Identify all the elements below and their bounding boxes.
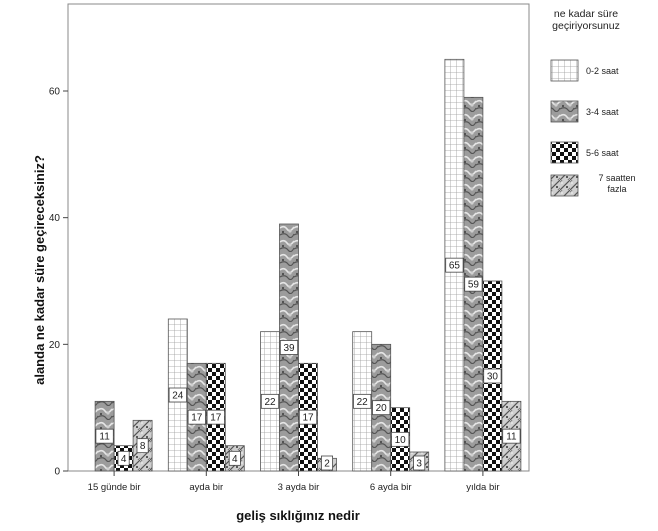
legend-label: 3-4 saat — [586, 107, 619, 117]
data-label-box — [279, 340, 299, 355]
legend-swatch-grid — [550, 59, 579, 82]
x-tick-label: 15 günde bir — [88, 482, 141, 493]
y-axis-title: alanda ne kadar süre geçireceksiniz? — [32, 155, 47, 385]
y-tick-label: 0 — [54, 467, 60, 478]
x-tick-label: 3 ayda bir — [278, 482, 320, 493]
data-label-box — [502, 428, 521, 444]
data-label: 2 — [324, 459, 330, 470]
data-label: 4 — [121, 454, 127, 465]
x-tick-label: 6 ayda bir — [370, 482, 412, 493]
data-label-box — [464, 276, 483, 292]
data-label: 17 — [191, 413, 203, 424]
y-tick-label: 60 — [49, 87, 61, 98]
data-label: 11 — [506, 432, 517, 443]
legend-swatch-marble — [550, 100, 579, 123]
data-label: 22 — [264, 397, 276, 408]
y-tick-label: 20 — [49, 340, 61, 351]
legend-label: fazla — [607, 184, 626, 194]
data-label-box — [95, 428, 114, 444]
data-label: 24 — [172, 391, 184, 402]
data-label: 59 — [468, 280, 480, 291]
data-label-box — [483, 368, 502, 384]
data-label-box — [168, 387, 187, 403]
data-label-box — [206, 409, 225, 425]
y-tick-label: 40 — [49, 213, 61, 224]
x-tick-label: yılda bir — [466, 482, 499, 493]
data-label: 3 — [416, 459, 422, 470]
x-tick-label: ayda bir — [189, 482, 223, 493]
data-label-box — [117, 450, 130, 466]
data-label-box — [372, 400, 391, 416]
legend-title: geçiriyorsunuz — [552, 20, 620, 32]
data-label: 30 — [487, 372, 499, 383]
y-axis: 0 20 40 60 — [49, 87, 68, 478]
legend-label: 5-6 saat — [586, 148, 619, 158]
data-label-box — [228, 450, 241, 466]
data-label-box — [320, 455, 333, 471]
data-label: 11 — [99, 432, 110, 443]
data-label-box — [391, 431, 410, 447]
data-label-box — [353, 393, 372, 409]
data-label: 22 — [357, 397, 369, 408]
data-label: 65 — [449, 261, 461, 272]
data-label: 8 — [140, 441, 146, 452]
legend-swatch-rough — [550, 174, 579, 197]
data-label: 20 — [376, 403, 388, 414]
data-label-box — [260, 393, 280, 409]
legend-swatch-checker — [550, 141, 579, 164]
data-label: 17 — [210, 413, 222, 424]
data-label-box — [445, 257, 464, 273]
data-label-box — [298, 409, 318, 425]
data-label-box — [136, 438, 149, 454]
data-label: 4 — [232, 454, 238, 465]
x-axis: 15 günde bir ayda bir 3 ayda bir 6 ayda bir… — [88, 471, 500, 493]
legend-title: ne kadar süre — [554, 8, 618, 20]
legend-label: 0-2 saat — [586, 66, 619, 76]
data-label: 10 — [395, 435, 407, 446]
legend-label: 7 saatten — [598, 173, 635, 183]
data-label-box — [187, 409, 206, 425]
data-label-box — [413, 455, 426, 471]
data-label: 17 — [302, 413, 314, 424]
x-axis-title: geliş sıklığınız nedir — [236, 508, 360, 523]
data-label: 39 — [283, 343, 295, 354]
